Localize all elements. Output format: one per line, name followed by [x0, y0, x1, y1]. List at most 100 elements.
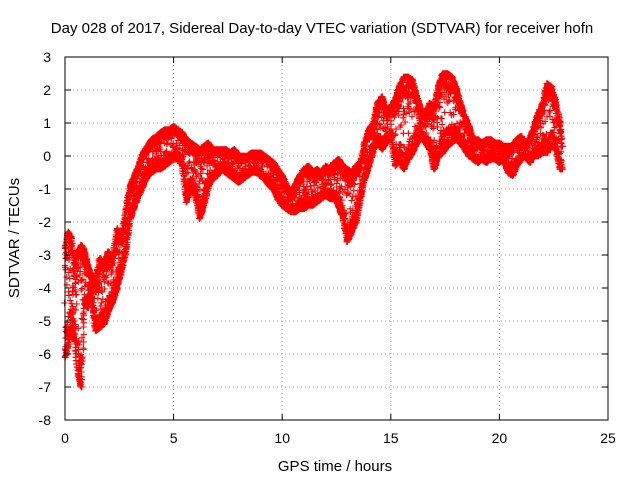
data-point — [274, 166, 282, 173]
data-point — [509, 172, 516, 179]
x-tick-label: 5 — [170, 430, 178, 446]
data-point — [196, 215, 203, 222]
data-series-points — [61, 70, 566, 391]
data-point — [426, 100, 434, 107]
data-point — [352, 218, 360, 226]
data-point — [422, 109, 429, 117]
data-point — [348, 169, 355, 176]
data-point — [457, 100, 464, 107]
data-point — [491, 156, 499, 163]
plot-frame — [64, 56, 609, 421]
data-point — [383, 139, 390, 146]
data-point — [559, 142, 566, 150]
data-point — [265, 182, 273, 189]
data-point — [309, 169, 316, 176]
data-point — [513, 136, 520, 143]
data-point — [504, 169, 512, 176]
data-point — [383, 109, 390, 117]
data-point — [161, 162, 169, 170]
data-point — [139, 149, 147, 156]
data-point — [322, 162, 329, 170]
data-point — [387, 103, 394, 110]
data-point — [257, 172, 264, 179]
data-point — [396, 83, 403, 90]
y-tick-label: -7 — [39, 379, 52, 395]
y-tick-label: 2 — [43, 82, 51, 98]
data-point — [126, 215, 134, 222]
data-point — [81, 248, 88, 255]
data-point — [183, 136, 190, 143]
data-point — [409, 76, 416, 84]
data-point — [196, 146, 203, 153]
data-point — [279, 172, 286, 179]
data-point — [339, 215, 347, 222]
data-point — [526, 159, 534, 166]
data-point — [292, 208, 299, 216]
data-point — [131, 172, 138, 179]
data-point — [187, 139, 195, 146]
axis-ticks — [64, 56, 609, 421]
x-tick-label: 20 — [492, 430, 508, 446]
data-point — [309, 202, 316, 209]
data-point — [226, 172, 234, 179]
data-point — [231, 146, 238, 153]
data-point — [174, 126, 182, 133]
data-point — [335, 202, 342, 209]
data-point — [74, 370, 82, 377]
data-point — [404, 156, 412, 163]
x-axis-label: GPS time / hours — [278, 458, 392, 475]
data-point — [226, 149, 234, 156]
data-point — [526, 136, 534, 143]
data-point — [213, 172, 221, 179]
data-point — [365, 162, 373, 170]
data-point — [300, 205, 308, 212]
data-point — [313, 166, 321, 173]
data-point — [496, 159, 503, 166]
data-point — [187, 182, 195, 189]
data-point — [292, 182, 299, 189]
data-point — [318, 195, 325, 203]
y-tick-label: -2 — [39, 214, 52, 230]
data-point — [126, 182, 134, 189]
data-point — [157, 129, 164, 137]
data-point — [478, 156, 486, 163]
data-point — [105, 307, 112, 315]
y-tick-label: -6 — [39, 346, 52, 362]
data-point — [148, 169, 156, 176]
data-point — [205, 139, 212, 146]
data-point — [552, 100, 560, 107]
data-point — [81, 301, 88, 308]
data-point — [109, 298, 116, 305]
data-point — [365, 126, 373, 133]
data-point — [231, 175, 238, 183]
data-point — [465, 123, 473, 130]
data-point — [461, 113, 468, 120]
data-point — [131, 202, 138, 209]
data-point — [109, 255, 116, 262]
data-point — [270, 159, 277, 166]
data-point — [200, 142, 208, 150]
data-point — [65, 340, 72, 348]
data-point — [431, 166, 438, 173]
x-tick-label: 15 — [383, 430, 399, 446]
data-point — [87, 271, 95, 278]
data-point — [522, 139, 529, 146]
x-tick-label: 0 — [61, 430, 69, 446]
data-point — [209, 175, 216, 183]
chart-title: Day 028 of 2017, Sidereal Day-to-day VTE… — [51, 20, 593, 37]
x-tick-label: 25 — [600, 430, 616, 446]
data-point — [105, 248, 112, 255]
data-point — [400, 166, 408, 173]
data-point — [135, 192, 143, 199]
data-point — [265, 156, 273, 163]
data-point — [539, 100, 547, 107]
data-point — [413, 93, 421, 100]
data-point — [157, 166, 164, 173]
data-point — [113, 225, 121, 232]
data-point — [318, 169, 325, 176]
data-point — [71, 337, 78, 344]
y-axis-tick-labels: -8 -7 -6 -5 -4 -3 -2 -1 0 1 2 3 — [39, 49, 52, 428]
data-point — [183, 199, 190, 206]
data-point — [361, 139, 368, 146]
